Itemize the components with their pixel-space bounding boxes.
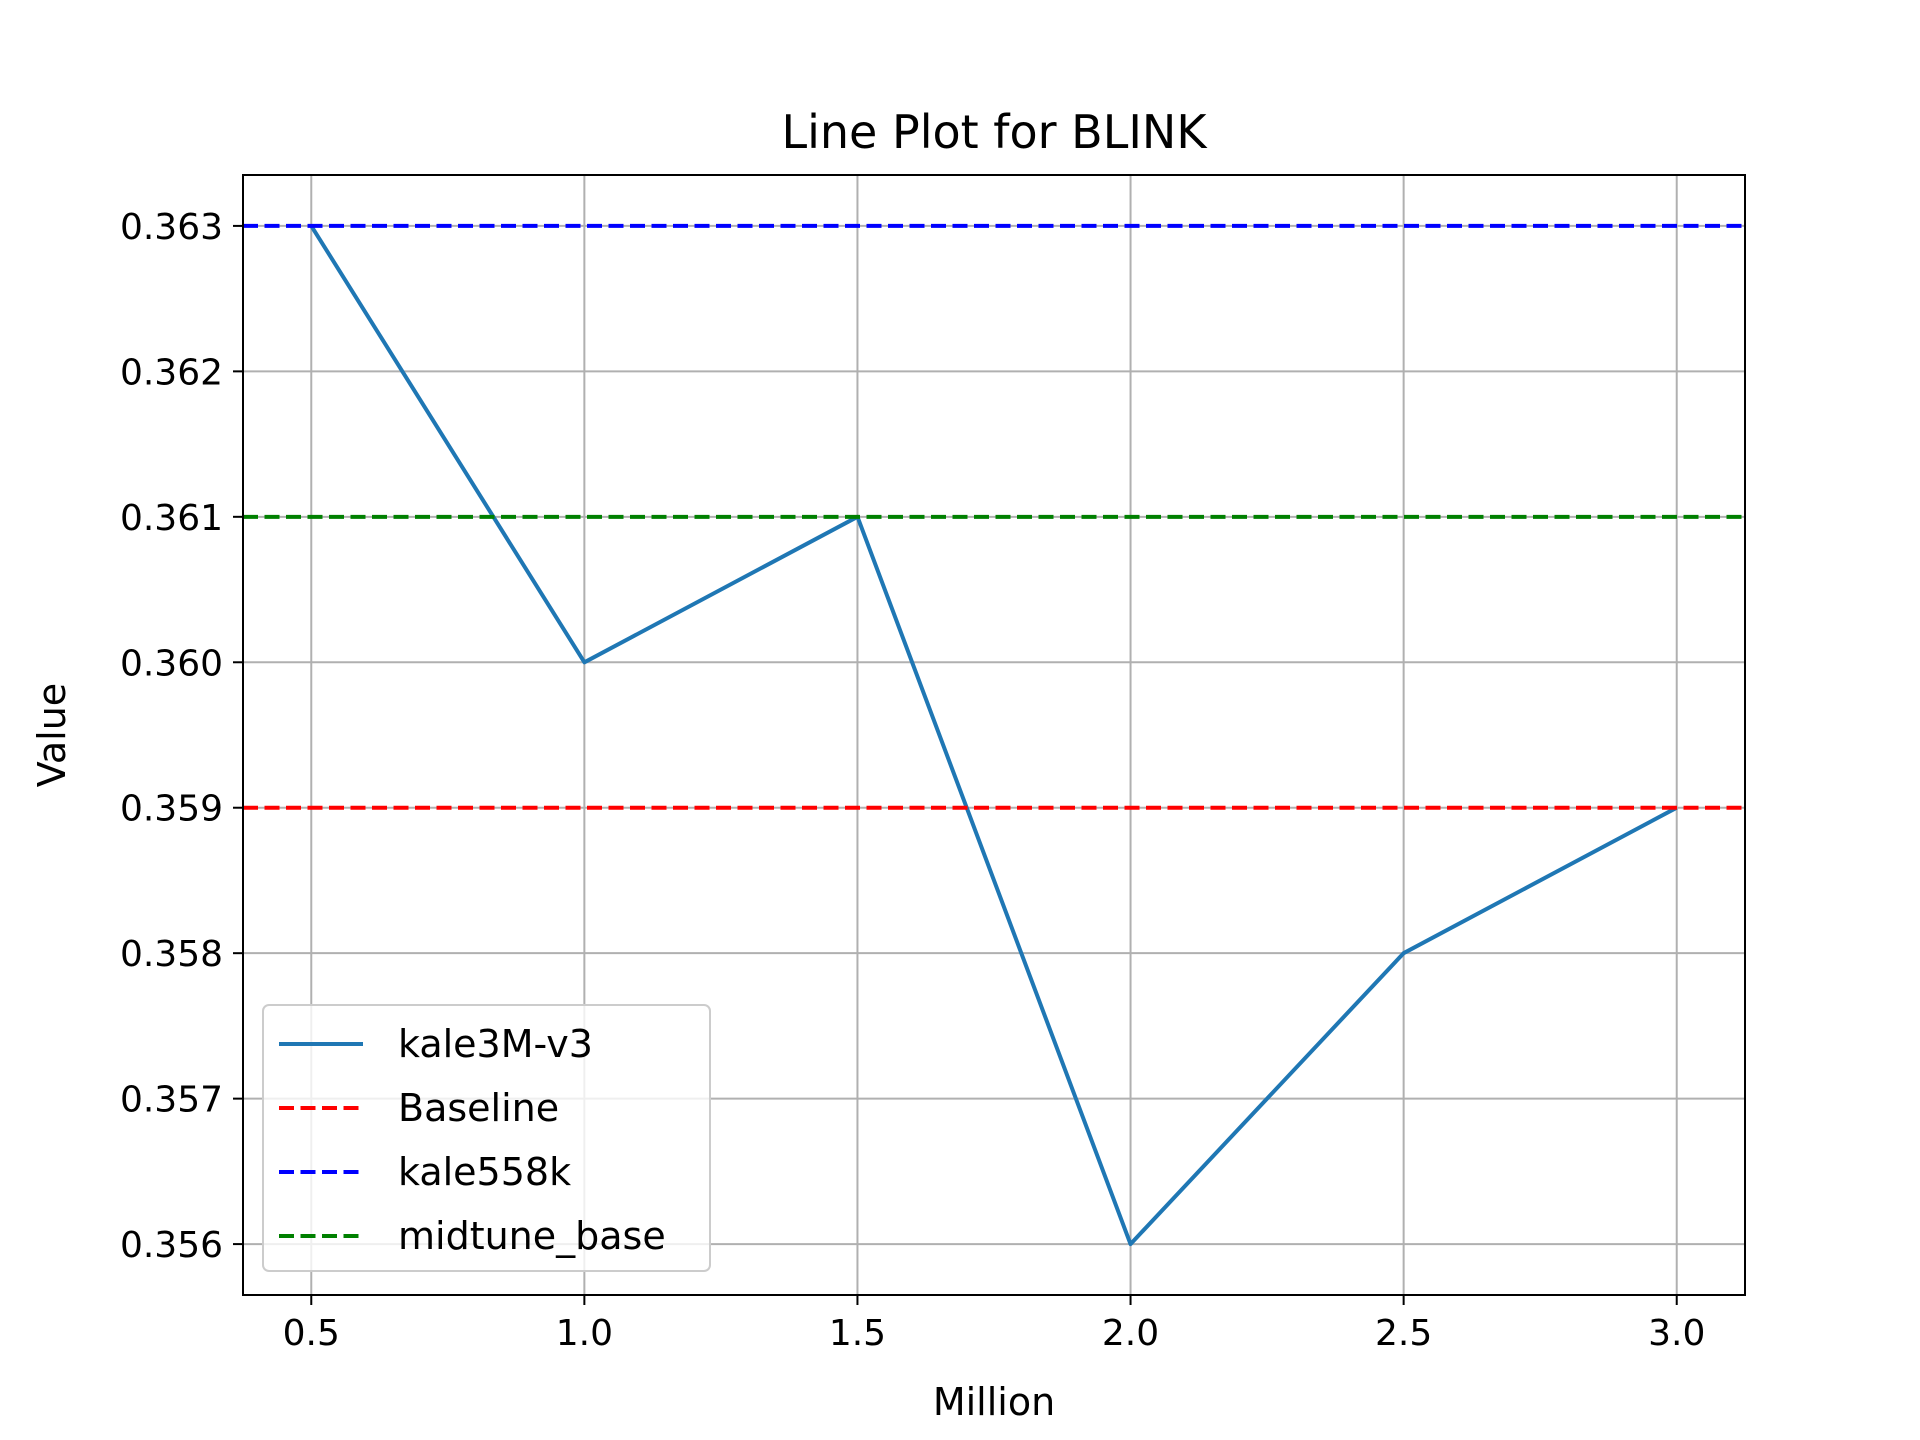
legend-label-baseline: Baseline	[398, 1086, 559, 1130]
x-tick-label: 1.0	[556, 1313, 613, 1354]
y-axis-label: Value	[30, 683, 74, 787]
legend-label-midtune-base: midtune_base	[398, 1214, 666, 1258]
x-tick-label: 2.0	[1102, 1313, 1159, 1354]
y-tick-label: 0.361	[120, 498, 223, 539]
legend-box	[262, 1004, 711, 1272]
x-tick-label: 3.0	[1648, 1313, 1705, 1354]
plot-frame	[242, 174, 1746, 1296]
y-tick-label: 0.360	[120, 643, 223, 684]
series-line-kale3m-v3	[309, 224, 1678, 1247]
y-tick-label: 0.363	[120, 207, 223, 248]
series-lines	[243, 223, 1745, 1247]
y-tick-label: 0.358	[120, 934, 223, 975]
legend-label-kale558k: kale558k	[398, 1150, 571, 1194]
x-tick-label: 1.5	[829, 1313, 886, 1354]
x-tick-label: 2.5	[1375, 1313, 1432, 1354]
y-tick-label: 0.357	[120, 1080, 223, 1121]
x-tick-label: 0.5	[283, 1313, 340, 1354]
y-tick-label: 0.359	[120, 789, 223, 830]
x-axis-label: Million	[933, 1380, 1055, 1424]
y-tick-label: 0.356	[120, 1225, 223, 1266]
legend-label-kale3m-v3: kale3M-v3	[398, 1022, 593, 1066]
y-tick-label: 0.362	[120, 352, 223, 393]
legend: kale3M-v3 Baseline kale558k midtune_base	[262, 1004, 711, 1272]
chart-title: Line Plot for BLINK	[781, 105, 1208, 159]
axis-ticks: 0.5 1.0 1.5 2.0 2.5 3.0 0.356 0.357 0.358 0.359 0.…	[120, 207, 1705, 1354]
